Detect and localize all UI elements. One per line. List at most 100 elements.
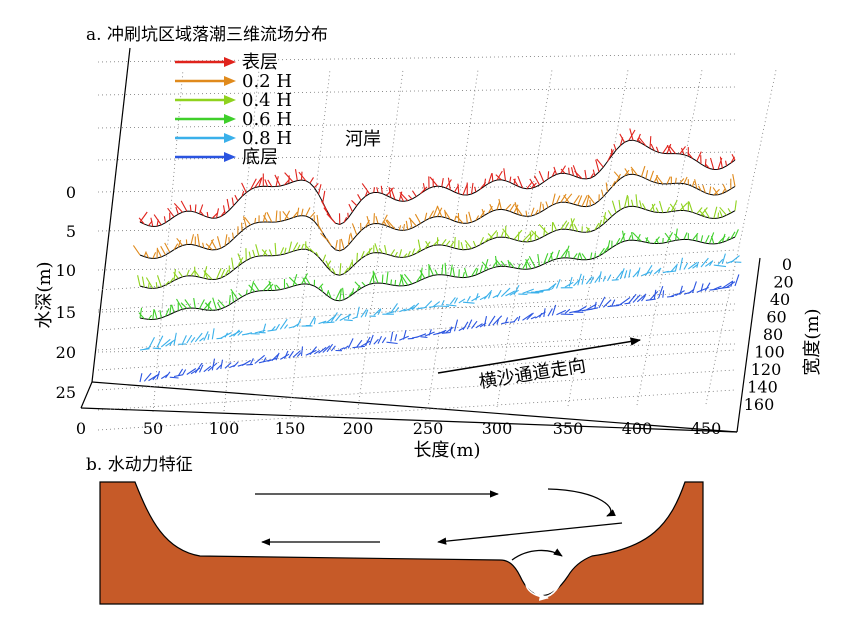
layer-profile-line: [139, 205, 736, 289]
velocity-vector: [403, 273, 413, 285]
velocity-vector: [529, 178, 536, 188]
velocity-vector: [674, 177, 677, 184]
velocity-vector: [275, 323, 280, 331]
velocity-vector: [394, 334, 398, 342]
velocity-vector: [206, 211, 209, 218]
velocity-vector: [529, 231, 532, 242]
velocity-vector: [525, 261, 528, 270]
velocity-vector: [190, 270, 196, 277]
x-tick-label: 100: [209, 419, 240, 438]
velocity-vector: [262, 357, 267, 363]
velocity-vector: [275, 284, 281, 290]
velocity-vector: [211, 358, 216, 371]
velocity-vector: [458, 298, 466, 304]
velocity-vector: [670, 264, 677, 272]
velocity-vector: [636, 293, 647, 303]
velocity-vector: [320, 286, 324, 293]
velocity-vector: [137, 275, 141, 287]
velocity-vector: [384, 244, 388, 255]
x-tick-label: 400: [622, 419, 653, 438]
velocity-vector: [394, 279, 397, 286]
velocity-vector: [194, 362, 203, 374]
velocity-vector: [326, 213, 336, 224]
velocity-vector: [619, 268, 625, 280]
velocity-vector: [602, 212, 607, 225]
velocity-vector: [360, 340, 371, 347]
velocity-vector: [636, 138, 642, 144]
legend-label: 0.6 H: [242, 109, 292, 130]
velocity-vector: [160, 338, 171, 348]
velocity-vector: [377, 309, 382, 316]
velocity-vector: [364, 247, 373, 257]
velocity-vector: [220, 268, 226, 279]
velocity-vector: [492, 294, 498, 299]
velocity-vector: [607, 149, 614, 162]
velocity-vector: [449, 297, 456, 305]
velocity-vector: [373, 271, 379, 284]
velocity-vector: [472, 240, 477, 248]
velocity-vector: [581, 195, 588, 207]
velocity-vector: [386, 219, 396, 230]
velocity-vector: [700, 235, 704, 243]
velocity-vector: [339, 263, 342, 276]
velocity-vector: [630, 199, 634, 207]
x-tick-label: 0: [76, 419, 86, 438]
velocity-vector: [173, 271, 179, 279]
velocity-vector: [216, 236, 222, 249]
velocity-vector: [340, 238, 345, 250]
velocity-vector: [464, 240, 472, 249]
velocity-vector: [169, 304, 172, 315]
velocity-vector: [300, 208, 304, 216]
velocity-vector: [241, 360, 251, 366]
velocity-vector: [452, 267, 456, 277]
velocity-vector: [360, 309, 367, 318]
velocity-vector: [613, 171, 621, 180]
x-tick-label: 250: [413, 419, 444, 438]
velocity-vector: [573, 253, 578, 259]
velocity-vector: [530, 316, 536, 320]
velocity-vector: [722, 184, 727, 192]
velocity-vector: [551, 193, 556, 206]
velocity-vector: [347, 338, 354, 349]
velocity-vector: [419, 267, 423, 281]
velocity-vector: [568, 276, 573, 287]
velocity-vector: [148, 373, 160, 382]
velocity-vector: [173, 269, 177, 281]
velocity-vector: [394, 251, 398, 257]
velocity-vector: [526, 181, 533, 190]
velocity-vector: [650, 143, 655, 151]
y-tick-label: 25: [56, 383, 76, 402]
velocity-vector: [492, 262, 497, 269]
velocity-vector: [304, 243, 311, 251]
scour-vortex-arrow-inner: [525, 577, 549, 601]
velocity-vector: [730, 280, 734, 287]
z-axis-label: 宽度(m): [802, 308, 823, 375]
velocity-vector: [245, 289, 248, 295]
velocity-vector: [207, 238, 214, 250]
velocity-vector: [717, 286, 730, 290]
velocity-vector: [564, 222, 570, 230]
velocity-vector: [611, 279, 619, 281]
velocity-vector: [649, 291, 659, 301]
velocity-vector: [398, 249, 403, 258]
velocity-vector: [462, 183, 468, 196]
velocity-vector: [462, 301, 475, 304]
velocity-vector: [734, 200, 737, 211]
velocity-vector: [590, 173, 594, 179]
velocity-vector: [180, 200, 188, 212]
y-tick-label: 10: [56, 261, 76, 280]
velocity-vector: [505, 203, 512, 211]
velocity-vector: [460, 242, 464, 250]
velocity-vector: [602, 275, 606, 282]
velocity-vector: [500, 287, 511, 297]
velocity-vector: [719, 210, 723, 218]
velocity-vector: [429, 176, 438, 187]
velocity-vector: [649, 170, 655, 181]
velocity-vector: [579, 252, 583, 260]
velocity-vector: [466, 319, 473, 330]
legend-arrowhead-icon: [224, 152, 236, 162]
velocity-vector: [398, 225, 402, 231]
grid-lines: [97, 53, 777, 431]
velocity-vector: [457, 183, 460, 194]
